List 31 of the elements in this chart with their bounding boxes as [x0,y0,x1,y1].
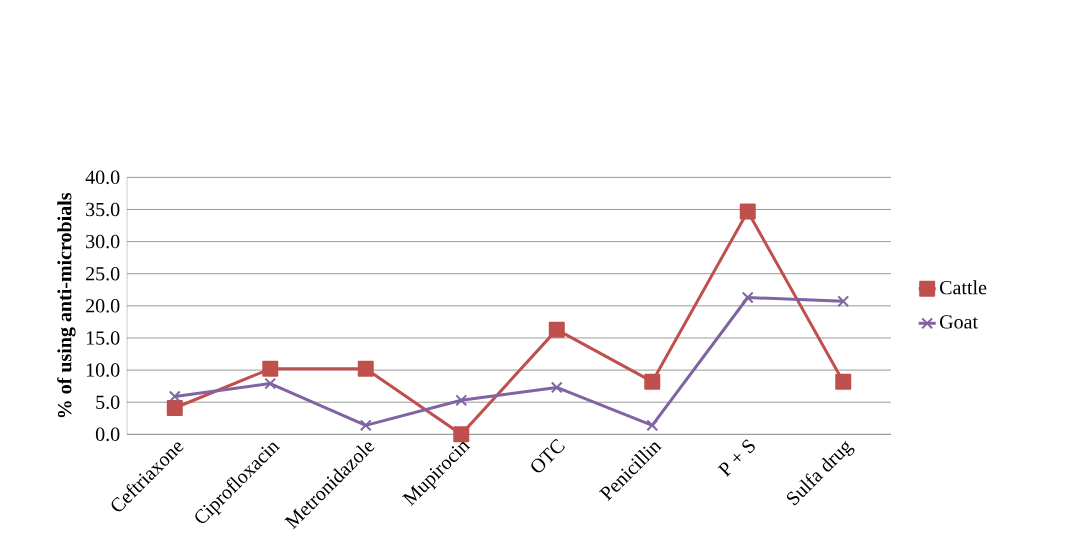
y-tick-label: 35.0 [86,202,120,217]
y-tick-label: 5.0 [96,395,120,410]
y-tick-label: 20.0 [86,299,120,313]
x-tick-label: Sulfa drug [786,441,855,506]
point [739,203,756,220]
point [548,321,565,338]
y-tick-label: 40.0 [85,170,120,185]
x-tick-label: P + S [717,439,755,478]
point [835,373,852,390]
legend-label: Cattle [940,280,987,295]
point [550,381,563,394]
y-tick-label: 10.0 [86,363,120,378]
legend-label: Goat [940,315,978,329]
point [168,390,181,403]
point [741,291,754,304]
point [264,377,277,390]
y-tick-label: 15.0 [86,331,120,345]
point [646,419,659,432]
point [455,394,468,407]
point [262,360,279,377]
point [837,295,850,308]
y-tick-label: 30.0 [86,234,120,249]
y-tick-label: 0.0 [95,427,120,442]
point [166,400,183,417]
x-tick-label: OTC [531,438,565,473]
point [453,426,470,443]
point [644,373,661,390]
y-axis-title: % of using anti-microbials [57,193,76,418]
y-tick-label: 25.0 [86,267,120,281]
point [357,360,374,377]
point [359,419,372,432]
